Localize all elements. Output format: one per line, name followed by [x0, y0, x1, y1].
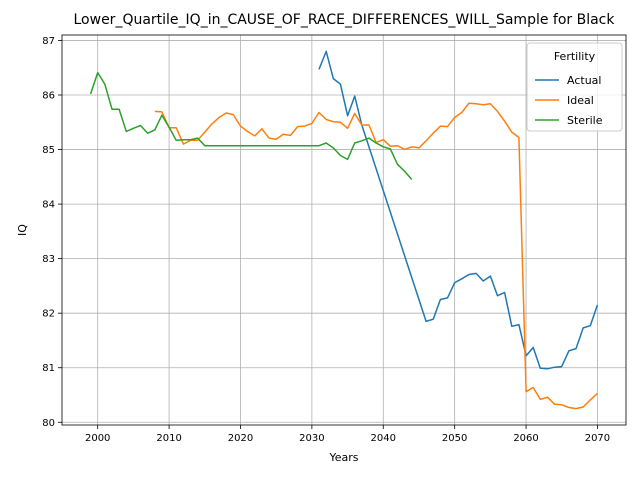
x-tick-label: 2040	[371, 433, 396, 444]
x-tick-label: 2010	[156, 433, 181, 444]
x-tick-label: 2070	[585, 433, 610, 444]
plot-frame	[61, 34, 627, 426]
y-tick-label: 87	[42, 36, 55, 47]
series-lines	[89, 50, 599, 410]
legend: Fertility Actual Ideal Sterile	[526, 42, 623, 132]
y-axis-label: IQ	[16, 224, 29, 236]
y-axis-ticks: 80 81 82 83 84 85 86 87	[42, 36, 62, 429]
x-axis-ticks: 2000 2010 2020 2030 2040 2050 2060 2070	[85, 425, 610, 444]
x-tick-label: 2000	[85, 433, 110, 444]
x-axis-label: Years	[328, 451, 358, 464]
chart-title: Lower_Quartile_IQ_in_CAUSE_OF_RACE_DIFFE…	[74, 12, 616, 28]
y-tick-label: 86	[42, 91, 55, 102]
series-line-sterile	[89, 71, 413, 180]
y-tick-label: 83	[42, 254, 55, 265]
y-tick-label: 81	[42, 363, 55, 374]
legend-box	[526, 42, 623, 132]
series-line-actual	[318, 50, 599, 370]
x-tick-label: 2020	[228, 433, 253, 444]
legend-label-actual: Actual	[567, 74, 601, 87]
legend-title: Fertility	[554, 50, 596, 63]
legend-label-sterile: Sterile	[567, 114, 603, 127]
y-tick-label: 85	[42, 145, 55, 156]
y-tick-label: 84	[42, 200, 55, 211]
y-tick-label: 80	[42, 418, 55, 429]
x-tick-label: 2060	[513, 433, 538, 444]
x-tick-label: 2030	[299, 433, 324, 444]
legend-label-ideal: Ideal	[567, 94, 594, 107]
x-tick-label: 2050	[442, 433, 467, 444]
y-tick-label: 82	[42, 309, 55, 320]
